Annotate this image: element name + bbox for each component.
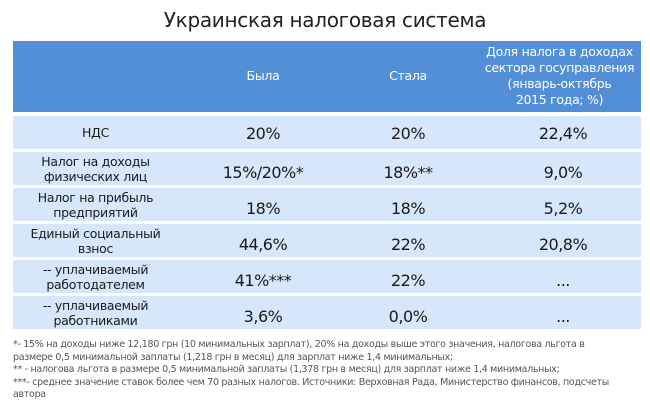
cell-share: ... bbox=[556, 271, 570, 290]
row-label-text: Единый социальный взнос bbox=[30, 226, 160, 256]
cell-was: 44,6% bbox=[238, 235, 288, 254]
row-label-line: взнос bbox=[77, 240, 114, 256]
row-label-line: -- уплачиваемый bbox=[42, 261, 149, 277]
header-share-line: 2015 года; %) bbox=[515, 92, 604, 107]
row-label-line: НДС bbox=[82, 125, 109, 140]
cell-was: 15%/20%* bbox=[222, 163, 304, 182]
cell-share: 9,0% bbox=[543, 163, 583, 182]
cell-share: ... bbox=[556, 307, 570, 326]
row-label: -- уплачиваемый работодателем bbox=[13, 260, 178, 293]
row-label-text: НДС bbox=[82, 125, 109, 140]
row-label-text: -- уплачиваемый работниками bbox=[42, 297, 149, 328]
header-now: Стала bbox=[389, 68, 427, 83]
table-header: Была Стала Доля налога в доходах сектора… bbox=[13, 41, 641, 112]
row-label: Единый социальный взнос bbox=[13, 224, 178, 257]
footnote: ***- среднее значение ставок более чем 7… bbox=[13, 376, 609, 401]
row-label-line: Налог на доходы bbox=[41, 153, 150, 169]
header-share: Доля налога в доходах сектора госуправле… bbox=[478, 44, 641, 108]
row-label-line: работниками bbox=[53, 312, 138, 328]
cell-share: 5,2% bbox=[543, 199, 583, 218]
cell-now: 20% bbox=[390, 124, 426, 143]
row-label: НДС bbox=[13, 116, 178, 149]
table-row: Налог на прибыль предприятий 18% 18% 5,2% bbox=[13, 188, 641, 221]
table-row: -- уплачиваемый работодателем 41%*** 22%... bbox=[13, 260, 641, 293]
table-row: -- уплачиваемый работниками 3,6% 0,0%... bbox=[13, 296, 641, 329]
cell-now: 22% bbox=[390, 235, 426, 254]
cell-was: 3,6% bbox=[243, 307, 283, 326]
row-label: Налог на прибыль предприятий bbox=[13, 188, 178, 221]
cell-now: 18%** bbox=[383, 163, 433, 182]
row-label-line: Налог на прибыль bbox=[37, 189, 154, 205]
row-label-line: работодателем bbox=[46, 276, 145, 292]
header-share-line: (январь-октябрь bbox=[507, 76, 612, 91]
footnote: ** - налогова льгота в размере 0,5 миним… bbox=[13, 364, 560, 376]
row-label-line: физических лиц bbox=[44, 168, 147, 184]
page-title: Украинская налоговая система bbox=[163, 8, 487, 32]
cell-share: 22,4% bbox=[538, 124, 588, 143]
header-share-line: Доля налога в доходах bbox=[486, 44, 633, 59]
cell-now: 18% bbox=[390, 199, 426, 218]
header-share-line: сектора госуправления bbox=[484, 60, 635, 75]
cell-was: 18% bbox=[245, 199, 281, 218]
row-label-line: предприятий bbox=[53, 204, 138, 220]
cell-now: 22% bbox=[390, 271, 426, 290]
row-label: Налог на доходы физических лиц bbox=[13, 152, 178, 185]
table-row: Налог на доходы физических лиц 15%/20%* 18%… bbox=[13, 152, 641, 185]
row-label-text: -- уплачиваемый работодателем bbox=[42, 261, 149, 292]
cell-was: 41%*** bbox=[234, 271, 292, 290]
table-row: Единый социальный взнос 44,6% 22% 20,8% bbox=[13, 224, 641, 257]
row-label-line: Единый социальный bbox=[30, 225, 161, 241]
row-label-text: Налог на доходы физических лиц bbox=[41, 153, 150, 184]
cell-now: 0,0% bbox=[388, 307, 428, 326]
footnote: *- 15% на доходы ниже 12,180 грн (10 мин… bbox=[13, 339, 585, 363]
row-label-text: Налог на прибыль предприятий bbox=[37, 189, 154, 220]
table-row: НДС 20% 20% 22,4% bbox=[13, 116, 641, 149]
cell-share: 20,8% bbox=[538, 235, 588, 254]
row-label: -- уплачиваемый работниками bbox=[13, 296, 178, 329]
footnotes: *- 15% на доходы ниже 12,180 грн (10 мин… bbox=[13, 339, 623, 402]
cell-was: 20% bbox=[245, 124, 281, 143]
row-label-line: -- уплачиваемый bbox=[42, 297, 149, 313]
header-was: Была bbox=[246, 68, 280, 83]
